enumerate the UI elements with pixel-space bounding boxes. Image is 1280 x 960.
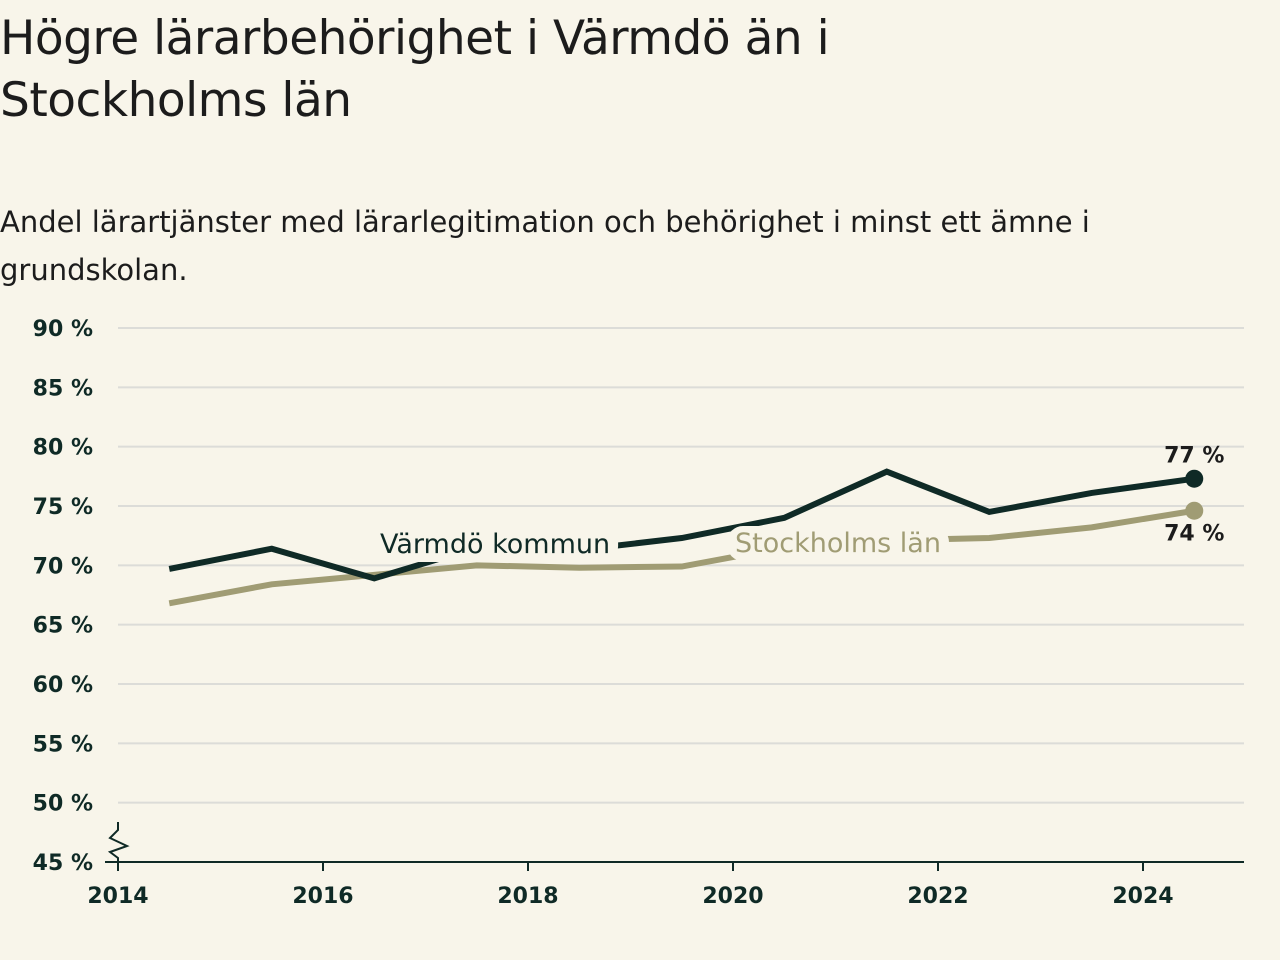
x-tick-label: 2022 [907, 884, 968, 909]
x-tick-label: 2024 [1112, 884, 1173, 909]
y-tick-label: 70 % [33, 554, 93, 579]
end-value-label: 77 % [1164, 444, 1224, 469]
series-label-text: Stockholms län [735, 528, 941, 559]
series-line-stockholm [168, 507, 1195, 607]
y-tick-label: 80 % [33, 436, 93, 461]
series-label-varmdo: Värmdö kommun [372, 527, 619, 562]
y-tick-label: 90 % [33, 317, 93, 342]
series-line-varmdo [168, 468, 1195, 582]
series [168, 468, 1204, 607]
y-tick-label: 65 % [33, 614, 93, 639]
y-tick-label: 50 % [33, 792, 93, 817]
y-tick-label: 60 % [33, 673, 93, 698]
end-point-marker [1185, 501, 1204, 520]
chart-subtitle: Andel lärartjänster med lärarlegitimatio… [0, 205, 1090, 287]
end-value-label: 74 % [1164, 522, 1224, 547]
x-tick-label: 2020 [702, 884, 763, 909]
y-tick-label: 75 % [33, 495, 93, 520]
chart-title: Högre lärarbehörighet i Värmdö än i Stoc… [0, 11, 830, 128]
series-label-background [727, 526, 949, 561]
y-tick-label: 55 % [33, 732, 93, 757]
x-axis: 2014 2016 2018 2020 2022 2024 [87, 861, 1244, 909]
x-tick-label: 2018 [497, 884, 558, 909]
y-axis: 45 % 50 % 55 % 60 % 65 % 70 % 75 % 80 % 85 % 90 % [33, 317, 130, 876]
y-tick-label: 85 % [33, 376, 93, 401]
y-tick-label: 45 % [33, 851, 93, 876]
series-labels: 77 % 74 % Värmdö kommun Stockholms län [372, 444, 1224, 562]
x-tick-label: 2016 [292, 884, 353, 909]
x-tick-label: 2014 [87, 884, 148, 909]
axis-break-icon [107, 822, 130, 862]
series-label-text: Värmdö kommun [380, 529, 610, 560]
end-point-marker [1185, 469, 1204, 488]
series-label-background [372, 527, 619, 562]
series-label-stockholm: Stockholms län [727, 526, 949, 561]
